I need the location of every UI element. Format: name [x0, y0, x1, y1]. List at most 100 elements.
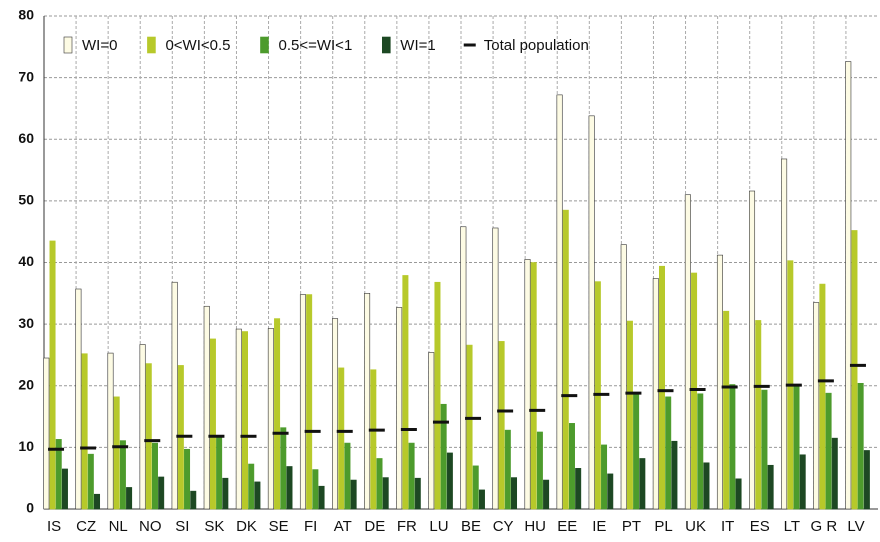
- bar: [370, 369, 377, 510]
- x-tick-label: UK: [685, 518, 706, 535]
- bar: [831, 437, 838, 510]
- y-tick-label: 40: [18, 253, 34, 269]
- y-tick-label: 50: [18, 192, 34, 208]
- bar: [216, 435, 223, 510]
- bar: [332, 318, 339, 510]
- x-tick-label: SI: [175, 518, 189, 535]
- bar: [536, 431, 543, 510]
- bar: [755, 320, 762, 510]
- x-tick-label: IS: [47, 518, 61, 535]
- bar: [607, 473, 614, 510]
- x-tick-label: CZ: [76, 518, 96, 535]
- x-tick-label: SK: [204, 518, 224, 535]
- bar: [524, 259, 531, 510]
- bar: [863, 450, 870, 510]
- bar: [43, 357, 50, 510]
- bar: [286, 466, 293, 510]
- x-tick-label: NO: [139, 518, 162, 535]
- y-tick-label: 0: [26, 500, 34, 516]
- bar: [382, 477, 389, 510]
- bar: [575, 468, 582, 510]
- legend-swatch: [381, 36, 391, 54]
- bar: [845, 61, 852, 510]
- bar: [434, 281, 441, 510]
- legend-swatch: [63, 36, 73, 54]
- bar: [151, 442, 158, 510]
- bar: [81, 353, 88, 510]
- bar: [460, 226, 467, 510]
- bar: [703, 462, 710, 510]
- bar: [190, 490, 197, 510]
- x-tick-label: DK: [236, 518, 257, 535]
- bar: [723, 310, 730, 510]
- bar: [145, 363, 152, 510]
- x-tick-label: DE: [364, 518, 385, 535]
- bar: [781, 158, 788, 510]
- x-tick-label: FR: [397, 518, 417, 535]
- bar: [408, 442, 415, 510]
- x-tick-label: LU: [429, 518, 448, 535]
- bar: [556, 94, 563, 510]
- bar: [55, 439, 62, 510]
- bar: [414, 477, 421, 510]
- bar: [254, 481, 261, 510]
- bar: [813, 302, 820, 510]
- y-tick-label: 10: [18, 438, 34, 454]
- x-tick-label: FI: [304, 518, 317, 535]
- x-tick-label: SE: [269, 518, 289, 535]
- legend-label: Total population: [484, 37, 589, 54]
- bar: [61, 468, 68, 510]
- bar: [588, 115, 595, 510]
- bar: [209, 338, 216, 510]
- legend-label: 0<WI<0.5: [165, 37, 230, 54]
- bar: [562, 209, 569, 510]
- bar: [171, 281, 178, 510]
- x-tick-label: LT: [784, 518, 800, 535]
- bar: [350, 479, 357, 510]
- bar: [49, 240, 56, 510]
- bar: [793, 384, 800, 510]
- bar: [338, 367, 345, 510]
- bar: [492, 227, 499, 510]
- bar: [466, 344, 473, 510]
- bar: [478, 489, 485, 510]
- bar: [658, 265, 665, 510]
- bar: [119, 440, 126, 510]
- bar: [857, 382, 864, 510]
- bar: [274, 318, 281, 510]
- y-tick-label: 60: [18, 130, 34, 146]
- bar: [75, 288, 82, 510]
- x-tick-label: NL: [109, 518, 128, 535]
- legend-swatch: [260, 36, 269, 54]
- bar: [498, 341, 505, 510]
- bar: [633, 392, 640, 510]
- y-tick-label: 30: [18, 315, 34, 331]
- x-tick-label: IT: [721, 518, 734, 535]
- bar: [222, 477, 229, 510]
- bar: [235, 328, 242, 510]
- bar: [665, 396, 672, 510]
- bar: [626, 320, 633, 510]
- bar: [749, 190, 756, 510]
- bar: [184, 448, 191, 510]
- bar: [242, 331, 249, 510]
- bar: [344, 442, 351, 510]
- bar: [376, 458, 383, 510]
- x-tick-label: AT: [334, 518, 352, 535]
- bar: [113, 396, 120, 510]
- bar: [440, 403, 447, 510]
- bar: [126, 487, 133, 510]
- x-tick-label: G R: [811, 518, 838, 535]
- x-tick-label: EE: [557, 518, 577, 535]
- x-tick-label: ES: [750, 518, 770, 535]
- bar: [364, 293, 371, 510]
- bar: [530, 262, 537, 510]
- bar: [446, 452, 453, 510]
- bar: [318, 485, 325, 510]
- bar: [306, 294, 313, 510]
- bar: [799, 454, 806, 510]
- bar: [825, 392, 832, 510]
- legend-label: WI=1: [400, 37, 435, 54]
- bar: [716, 254, 723, 510]
